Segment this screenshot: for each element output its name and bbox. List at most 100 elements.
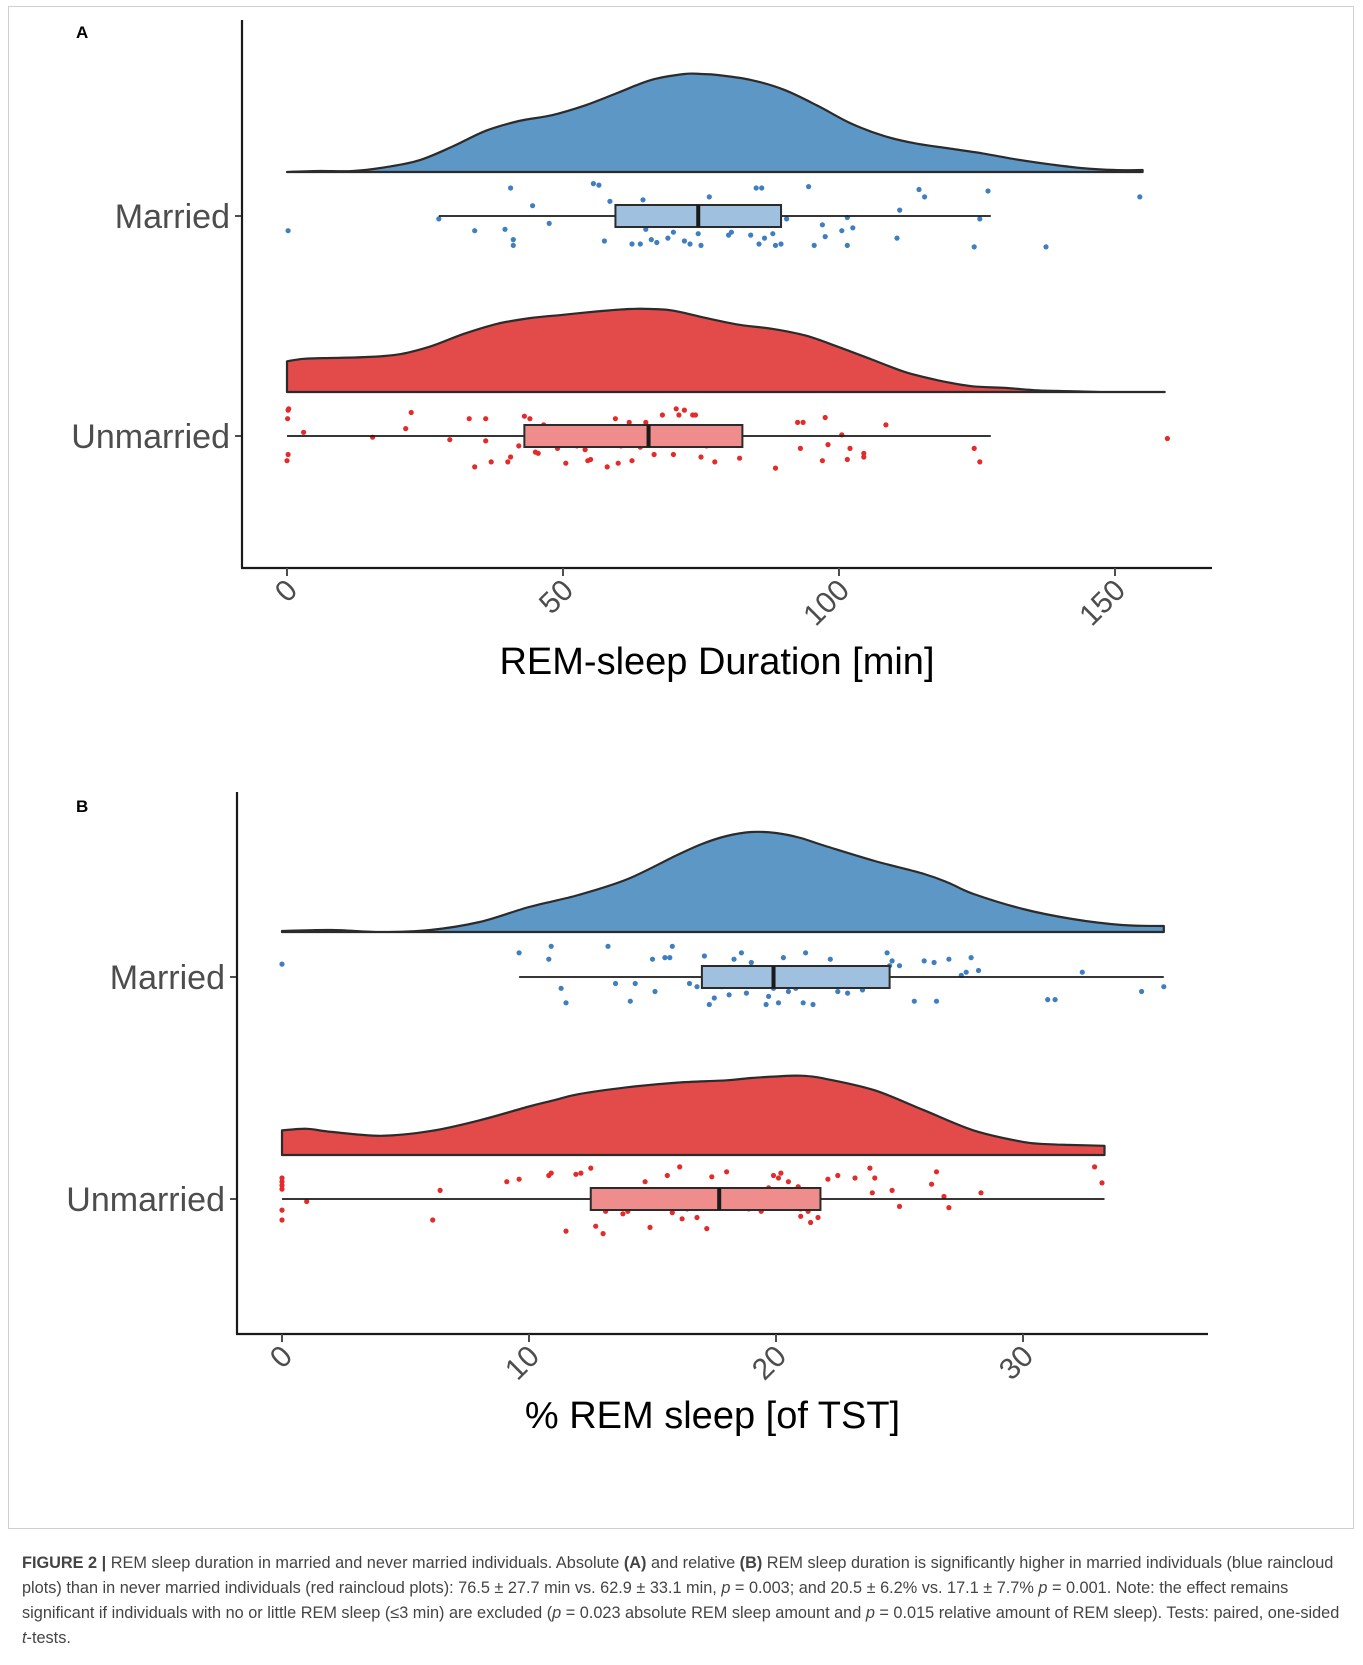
data-point-unmarried [612,416,619,422]
data-point-married [933,998,940,1004]
data-point-married [728,229,735,235]
data-point-married [563,1000,569,1006]
data-point-married [1052,997,1058,1003]
data-point-married [590,181,597,187]
data-point-married [530,203,536,209]
data-point-married [701,953,708,959]
data-point-unmarried [516,443,522,449]
data-point-unmarried [800,419,806,425]
caption-text: = 0.001. Note: the effect remains signif… [22,1579,1289,1622]
data-point-unmarried [941,1193,947,1200]
data-point-unmarried [505,459,511,465]
data-point-married [780,955,787,961]
data-point-unmarried [535,450,541,456]
data-point-married [548,943,554,949]
data-point-married [649,956,656,962]
data-point-married [810,1001,816,1008]
data-point-unmarried [670,451,677,458]
data-point-married [627,998,633,1004]
data-point-married [889,958,895,964]
data-point-unmarried [573,1171,579,1177]
data-point-unmarried [516,1176,522,1182]
panel-label-a: A [76,23,88,42]
data-point-unmarried [778,1170,784,1176]
caption-p-symbol: p [552,1604,562,1622]
data-point-married [1079,969,1085,975]
data-point-unmarried [304,1198,310,1205]
data-point-married [546,220,552,226]
data-point-unmarried [770,1172,777,1179]
data-point-unmarried [669,1210,675,1216]
data-point-unmarried [861,454,867,460]
data-point-married [629,241,635,247]
data-point-married [761,235,768,241]
density-cloud-married [280,830,1165,934]
caption-text: = 0.023 absolute REM sleep amount and [561,1604,866,1622]
data-point-married [605,943,611,949]
data-point-married [845,990,851,996]
data-point-unmarried [1092,1164,1098,1170]
figure-frame [8,6,1354,1529]
data-point-unmarried [447,437,453,443]
data-point-married [896,963,903,969]
data-point-married [922,194,928,200]
data-point-unmarried [896,1203,903,1209]
data-point-married [800,1000,806,1006]
data-point-married [698,242,704,248]
figure-caption: FIGURE 2 | REM sleep duration in married… [22,1551,1342,1651]
data-point-married [822,234,828,240]
data-point-unmarried [629,458,635,464]
data-point-unmarried [664,1172,670,1179]
data-point-unmarried [844,456,850,463]
data-point-unmarried [504,1179,510,1185]
data-point-unmarried [647,1224,653,1230]
data-point-unmarried [285,451,291,458]
data-point-married [612,980,619,987]
data-point-married [1043,244,1049,250]
data-point-unmarried [775,1175,782,1181]
data-point-married [706,1001,712,1008]
data-point-unmarried [472,464,478,470]
data-point-unmarried [578,1170,584,1176]
density-cloud-married [285,72,1144,174]
data-point-unmarried [626,419,632,425]
data-point-married [770,231,776,237]
data-point-married [665,235,671,241]
data-point-married [931,959,937,966]
data-point-unmarried [808,1219,814,1226]
data-point-unmarried [698,454,704,460]
data-point-married [667,955,673,961]
data-point-unmarried [604,464,610,470]
data-point-married [648,237,654,243]
caption-figure-number: FIGURE 2 | [22,1554,107,1572]
data-point-married [607,198,613,204]
data-point-married [748,959,754,966]
x-tick-label: 50 [533,574,580,621]
data-point-unmarried [861,450,867,456]
data-point-married [1161,984,1167,990]
data-point-married [785,988,792,995]
caption-panel-a-ref: (A) [623,1554,647,1572]
box-iqr-unmarried [589,1187,822,1211]
data-point-unmarried [466,416,472,422]
x-tick-label: 10 [499,1340,546,1387]
data-point-married [558,985,564,991]
data-point-married [844,242,850,248]
y-tick-label-married: Married [115,198,230,236]
data-point-unmarried [825,442,831,448]
data-point-unmarried [872,1175,878,1181]
data-point-married [694,984,700,990]
data-point-unmarried [978,1190,984,1196]
data-point-unmarried [279,1217,285,1223]
data-point-unmarried [797,445,804,451]
data-point-married [502,226,508,232]
data-point-unmarried [588,1165,594,1171]
data-point-unmarried [615,460,621,466]
data-point-married [601,238,608,244]
x-axis-title: REM-sleep Duration [min] [499,641,934,683]
caption-p-symbol: p [1038,1579,1048,1597]
data-point-unmarried [673,406,679,412]
data-point-unmarried [286,406,292,412]
data-point-unmarried [681,407,688,413]
data-point-married [985,188,991,194]
